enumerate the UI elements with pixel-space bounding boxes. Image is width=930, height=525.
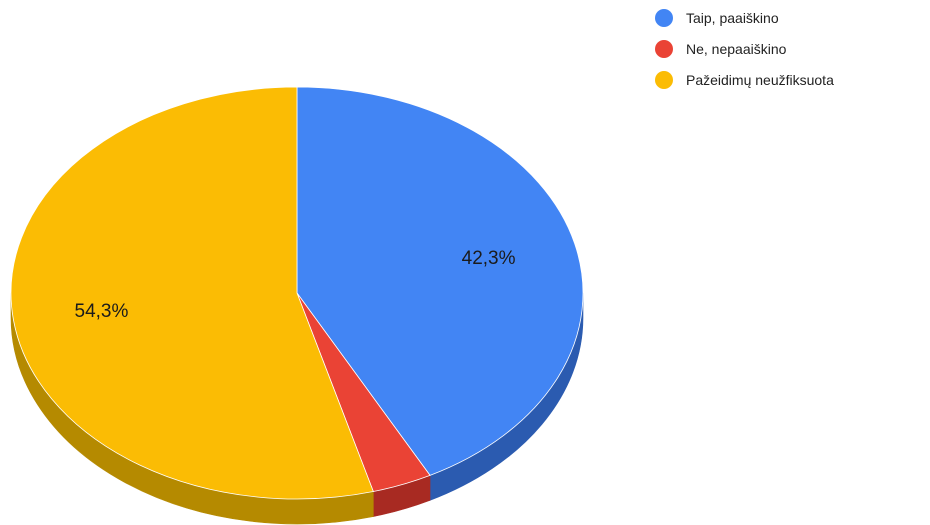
legend-label-taip: Taip, paaiškino — [686, 9, 779, 26]
legend-item-pazeidimu[interactable]: Pažeidimų neužfiksuota — [655, 70, 834, 89]
data-label-taip-paaiskino: 42,3% — [462, 248, 516, 269]
legend-swatch-pazeidimu — [655, 70, 673, 89]
legend-label-ne: Ne, nepaaiškino — [686, 40, 787, 57]
pie-tops — [10, 86, 584, 500]
data-label-pazeidimu-neuzfiksuota: 54,3% — [75, 301, 129, 322]
legend-swatch-ne — [655, 39, 673, 58]
legend-label-pazeidimu: Pažeidimų neužfiksuota — [686, 71, 834, 88]
legend: Taip, paaiškino Ne, nepaaiškino Pažeidim… — [655, 8, 834, 101]
pie-labels: 42,3% 54,3% — [75, 248, 516, 322]
legend-item-ne[interactable]: Ne, nepaaiškino — [655, 39, 834, 58]
slice-pazeidimu-neuzfiksuota[interactable] — [10, 86, 374, 500]
slice-taip-paaiskino[interactable] — [296, 86, 584, 476]
legend-item-taip[interactable]: Taip, paaiškino — [655, 8, 834, 27]
legend-swatch-taip — [655, 8, 673, 27]
